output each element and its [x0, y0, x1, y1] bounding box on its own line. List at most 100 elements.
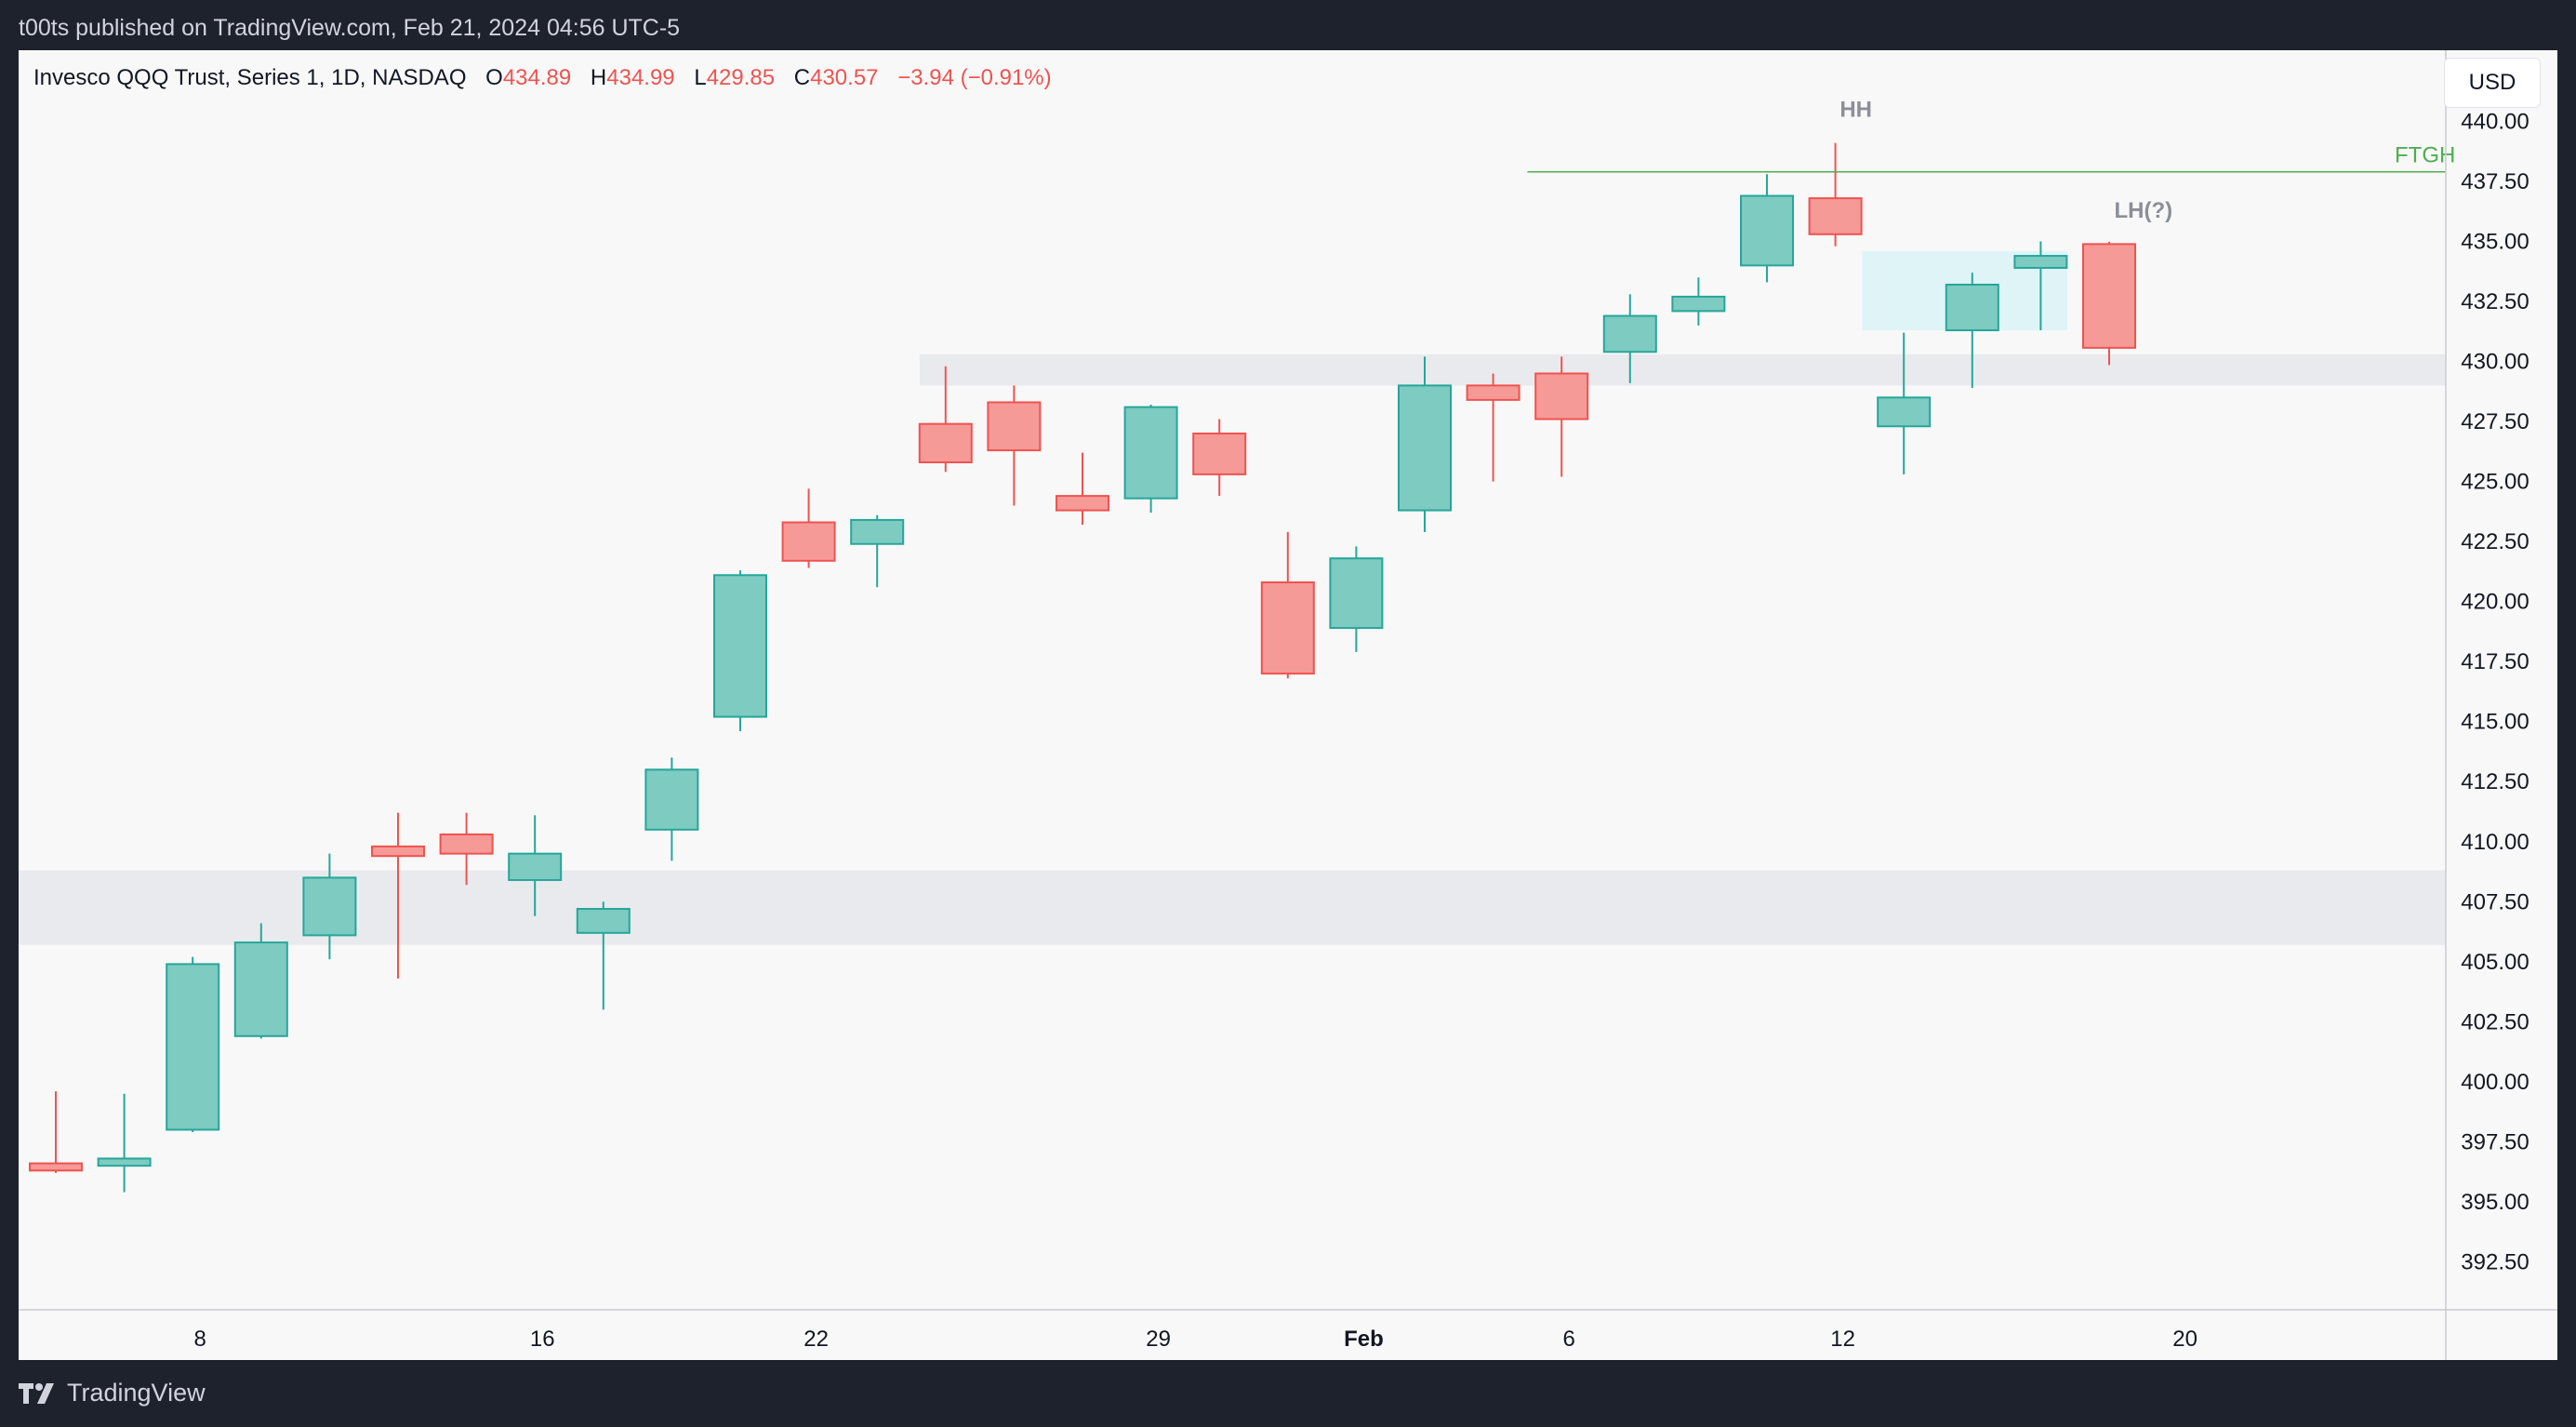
candle-23	[1602, 294, 1657, 383]
candle-26	[1808, 142, 1863, 247]
price-tick-label: 412.50	[2461, 769, 2529, 794]
candle-body-8	[576, 908, 631, 934]
price-tick-label: 440.00	[2461, 110, 2529, 135]
tradingview-brand-text: TradingView	[67, 1379, 206, 1407]
candle-30	[2082, 241, 2136, 366]
footer-bar: TradingView	[0, 1360, 2576, 1427]
candle-21	[1466, 373, 1520, 482]
candle-body-22	[1534, 372, 1589, 420]
candle-20	[1398, 356, 1452, 532]
publish-info-bar: t00ts published on TradingView.com, Feb …	[0, 0, 2576, 50]
candle-17	[1192, 419, 1247, 497]
candle-1	[97, 1093, 152, 1193]
candle-body-15	[1056, 495, 1109, 512]
price-tick-label: 415.00	[2461, 710, 2529, 735]
time-tick-label: 22	[803, 1327, 829, 1352]
candle-2	[166, 956, 220, 1133]
price-tick-label: 422.50	[2461, 529, 2529, 554]
tradingview-logo-icon	[19, 1382, 54, 1404]
published-text: t00ts published on TradingView.com, Feb …	[19, 15, 681, 41]
candle-body-24	[1671, 295, 1726, 313]
candle-24	[1671, 277, 1726, 326]
close-label: C	[793, 65, 811, 90]
candle-body-9	[644, 768, 699, 831]
candle-9	[644, 757, 699, 861]
candle-body-14	[987, 401, 1042, 452]
candle-body-25	[1740, 194, 1794, 267]
currency-button[interactable]: USD	[2444, 58, 2541, 108]
time-tick-label: 16	[530, 1327, 555, 1352]
candle-body-2	[166, 963, 220, 1131]
candle-body-6	[439, 834, 494, 855]
zone-0	[919, 353, 2446, 386]
candle-27	[1877, 332, 1932, 474]
open-label: O	[485, 65, 503, 90]
price-tick-label: 427.50	[2461, 409, 2529, 434]
candles-layer	[29, 142, 2136, 1193]
candle-7	[508, 815, 563, 916]
candle-body-19	[1329, 557, 1384, 630]
candle-8	[576, 901, 631, 1010]
zone-1	[19, 870, 2446, 945]
candle-body-10	[713, 574, 767, 718]
candle-5	[371, 812, 425, 979]
price-tick-label: 407.50	[2461, 889, 2529, 914]
time-tick-label: Feb	[1344, 1327, 1384, 1352]
candle-3	[233, 923, 288, 1039]
candle-body-0	[29, 1162, 83, 1172]
candle-11	[781, 488, 836, 568]
price-tick-label: 392.50	[2461, 1249, 2529, 1274]
candle-body-27	[1877, 396, 1932, 428]
zones-layer	[19, 250, 2446, 945]
price-tick-label: 437.50	[2461, 169, 2529, 194]
time-tick-label: 8	[194, 1327, 206, 1352]
candle-18	[1260, 531, 1315, 679]
candle-body-20	[1398, 384, 1452, 512]
candle-body-13	[918, 422, 973, 463]
candle-body-12	[850, 518, 905, 545]
candle-16	[1123, 405, 1178, 513]
time-tick-label: 29	[1146, 1327, 1171, 1352]
price-tick-label: 430.00	[2461, 350, 2529, 375]
price-tick-label: 395.00	[2461, 1190, 2529, 1215]
symbol-legend: Invesco QQQ Trust, Series 1, 1D, NASDAQ …	[33, 65, 1052, 91]
candle-body-18	[1260, 581, 1315, 675]
candle-12	[850, 514, 905, 588]
candle-6	[439, 812, 494, 886]
high-label: H	[590, 65, 607, 90]
chart-area[interactable]: FTGH HH LH(?) 392.50 395.00 397.50 400.00 402.…	[19, 50, 2557, 1360]
candle-14	[987, 385, 1042, 506]
candle-29	[2013, 241, 2068, 331]
open-value: 434.89	[502, 65, 572, 90]
axis-layer: 392.50 395.00 397.50 400.00 402.50 405.00 407.…	[19, 50, 2557, 1360]
price-tick-label: 405.00	[2461, 950, 2529, 975]
price-tick-label: 432.50	[2461, 289, 2529, 314]
price-tick-label: 397.50	[2461, 1129, 2529, 1154]
price-tick-label: 417.50	[2461, 649, 2529, 674]
candle-body-26	[1808, 197, 1863, 235]
candle-body-7	[508, 852, 563, 882]
high-value: 434.99	[606, 65, 675, 90]
candle-25	[1740, 174, 1794, 283]
symbol-name[interactable]: Invesco QQQ Trust, Series 1, 1D, NASDAQ	[33, 65, 467, 90]
candle-10	[713, 570, 767, 732]
candle-body-23	[1602, 314, 1657, 353]
close-value: 430.57	[810, 65, 879, 90]
candle-4	[302, 853, 357, 960]
time-tick-label: 6	[1563, 1327, 1575, 1352]
candle-body-30	[2082, 243, 2136, 349]
change-value: −3.94 (−0.91%)	[897, 65, 1052, 90]
low-value: 429.85	[706, 65, 776, 90]
candle-body-1	[97, 1157, 152, 1167]
candle-body-17	[1192, 433, 1247, 475]
annotation-lh: LH(?)	[2114, 198, 2172, 223]
price-tick-label: 400.00	[2461, 1070, 2529, 1095]
candle-body-28	[1945, 284, 1999, 332]
annotation-hh: HH	[1839, 97, 1872, 122]
price-tick-label: 425.00	[2461, 470, 2529, 495]
candle-19	[1329, 546, 1384, 652]
price-tick-label: 402.50	[2461, 1009, 2529, 1034]
tradingview-logo[interactable]: TradingView	[19, 1379, 206, 1407]
